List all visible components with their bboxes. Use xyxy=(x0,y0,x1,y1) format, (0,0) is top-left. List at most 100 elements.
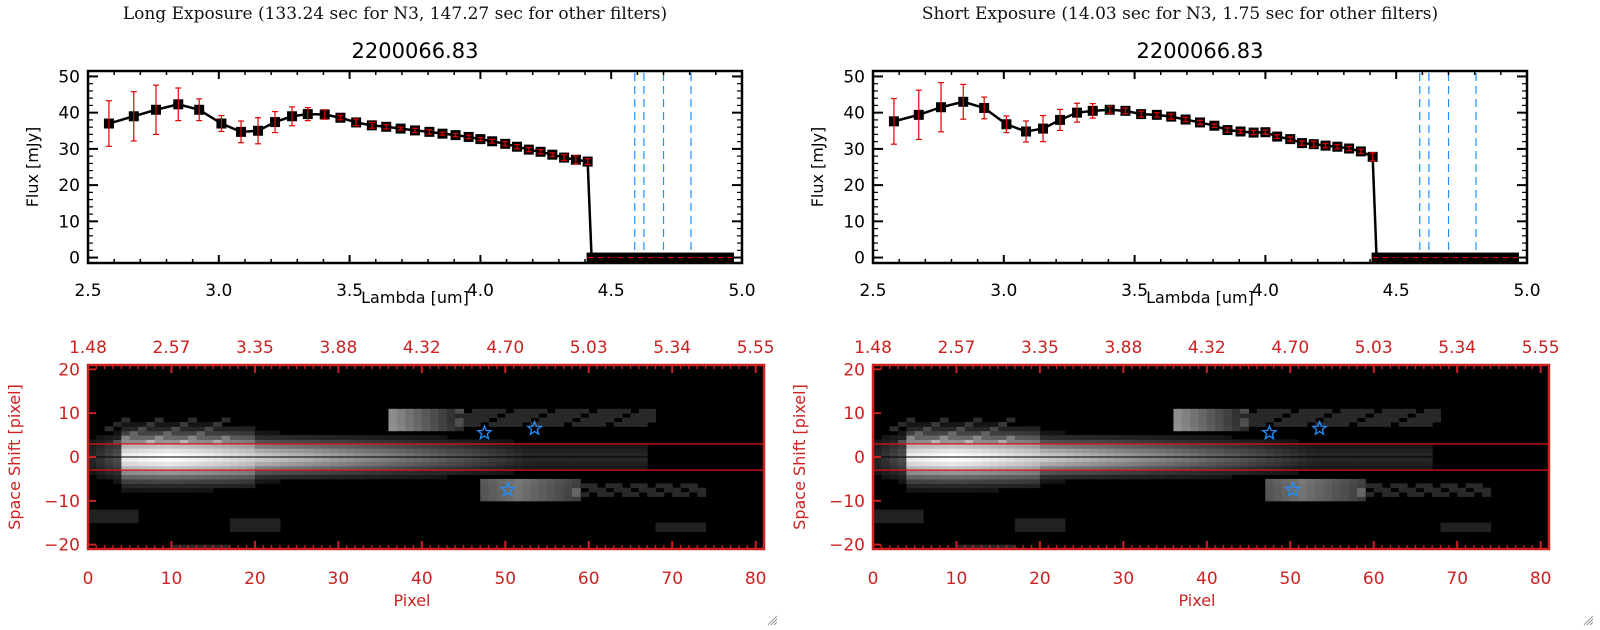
heatmap-cell xyxy=(1231,461,1241,467)
heatmap-cell xyxy=(973,487,982,493)
heatmap-cell xyxy=(538,492,548,497)
heatmap-cell xyxy=(1256,413,1266,419)
heatmap-cell xyxy=(221,439,231,445)
heatmap-cell xyxy=(1181,417,1191,423)
heatmap-cell xyxy=(1256,470,1266,476)
heatmap-cell xyxy=(496,478,506,484)
heatmap-cell xyxy=(1023,461,1033,467)
heatmap-cell xyxy=(488,492,498,497)
heatmap-cell xyxy=(538,487,548,493)
heatmap-cell xyxy=(380,452,389,458)
heatmap-cell xyxy=(1039,448,1049,454)
heatmap-cell xyxy=(1432,413,1442,419)
heatmap-cell xyxy=(881,448,891,454)
heatmap-cell xyxy=(555,413,565,419)
heatmap-cell xyxy=(330,439,339,445)
heatmap-cell xyxy=(129,513,139,519)
heatmap-cell xyxy=(1340,417,1350,423)
heatmap-cell xyxy=(204,452,214,458)
heatmap-cell xyxy=(973,417,982,423)
heatmap-cell xyxy=(939,474,949,480)
heatmap-cell xyxy=(1357,448,1366,454)
heatmap-cell xyxy=(638,465,648,471)
heatmap-cell xyxy=(1190,448,1199,454)
heatmap-cell xyxy=(931,443,941,449)
heatmap-cell xyxy=(1415,465,1425,471)
heatmap-cell xyxy=(254,452,264,458)
heatmap-cell xyxy=(889,426,899,432)
heatmap-cell xyxy=(1215,443,1225,449)
heatmap-cell xyxy=(471,470,481,476)
heatmap-cell xyxy=(1231,421,1241,427)
heatmap-cell xyxy=(221,544,231,550)
heatmap-cell xyxy=(1048,470,1058,476)
heatmap-cell xyxy=(1056,470,1066,476)
heatmap-cell xyxy=(538,408,548,414)
heatmap-cell xyxy=(1156,452,1166,458)
heatmap-cell xyxy=(530,448,540,454)
heatmap-cell xyxy=(1340,421,1350,427)
heatmap-cell xyxy=(338,439,348,445)
heatmap-cell xyxy=(204,430,214,436)
heatmap-cell xyxy=(1315,457,1325,462)
heatmap-cell xyxy=(989,452,999,458)
x-tick-label: 70 xyxy=(661,569,683,589)
heatmap-cell xyxy=(1181,439,1191,445)
heatmap-cell xyxy=(1415,461,1425,467)
heatmap-cell xyxy=(505,470,515,476)
heatmap-cell xyxy=(638,452,648,458)
heatmap-cell xyxy=(1306,448,1316,454)
heatmap-cell xyxy=(1173,435,1183,440)
heatmap-cell xyxy=(931,465,941,471)
heatmap-cell xyxy=(196,443,206,449)
heatmap-cell xyxy=(1348,448,1358,454)
heatmap-cell xyxy=(1089,452,1099,458)
heatmap-cell xyxy=(104,435,114,440)
heatmap-cell xyxy=(304,452,314,458)
heatmap-cell xyxy=(254,478,264,484)
heatmap-cell xyxy=(1206,448,1216,454)
heatmap-cell xyxy=(1031,470,1041,476)
heatmap-cell xyxy=(129,448,139,454)
error-bar xyxy=(465,134,472,140)
heatmap-cell xyxy=(229,448,239,454)
error-bar xyxy=(272,110,279,134)
heatmap-cell xyxy=(380,461,389,467)
top-axis-label: 4.32 xyxy=(403,338,441,358)
heatmap-cell xyxy=(138,487,147,493)
heatmap-cell xyxy=(413,474,423,480)
heatmap-cell xyxy=(196,483,206,489)
heatmap-cell xyxy=(1048,474,1058,480)
chart-title: 2200066.83 xyxy=(352,39,479,63)
heatmap-cell xyxy=(129,461,139,467)
heatmap-cell xyxy=(981,474,991,480)
resize-grip-icon[interactable] xyxy=(1582,614,1594,626)
heatmap-cell xyxy=(1240,439,1250,445)
heatmap-cell xyxy=(1281,461,1291,467)
heatmap-cell xyxy=(154,417,164,423)
heatmap-cell xyxy=(380,443,389,449)
heatmap-cell xyxy=(1357,413,1366,419)
heatmap-cell xyxy=(1165,474,1174,480)
heatmap-cell xyxy=(480,448,490,454)
heatmap-cell xyxy=(1198,435,1208,440)
heatmap-cell xyxy=(104,439,114,445)
heatmap-cell xyxy=(1039,461,1049,467)
heatmap-cell xyxy=(146,465,156,471)
heatmap-cell xyxy=(1390,457,1400,462)
heatmap-cell xyxy=(1131,443,1141,449)
heatmap-cell xyxy=(1231,470,1241,476)
heatmap-cell xyxy=(438,426,448,432)
heatmap-cell xyxy=(163,426,172,432)
heatmap-cell xyxy=(496,457,506,462)
heatmap-cell xyxy=(1348,443,1358,449)
resize-grip-icon[interactable] xyxy=(766,614,778,626)
heatmap-cell xyxy=(446,421,456,427)
heatmap-cell xyxy=(906,487,916,493)
heatmap-cell xyxy=(538,443,548,449)
heatmap-cell xyxy=(1048,439,1058,445)
heatmap-cell xyxy=(171,457,181,462)
heatmap-cell xyxy=(1256,465,1266,471)
error-bar xyxy=(915,89,922,141)
heatmap-cell xyxy=(1073,439,1083,445)
